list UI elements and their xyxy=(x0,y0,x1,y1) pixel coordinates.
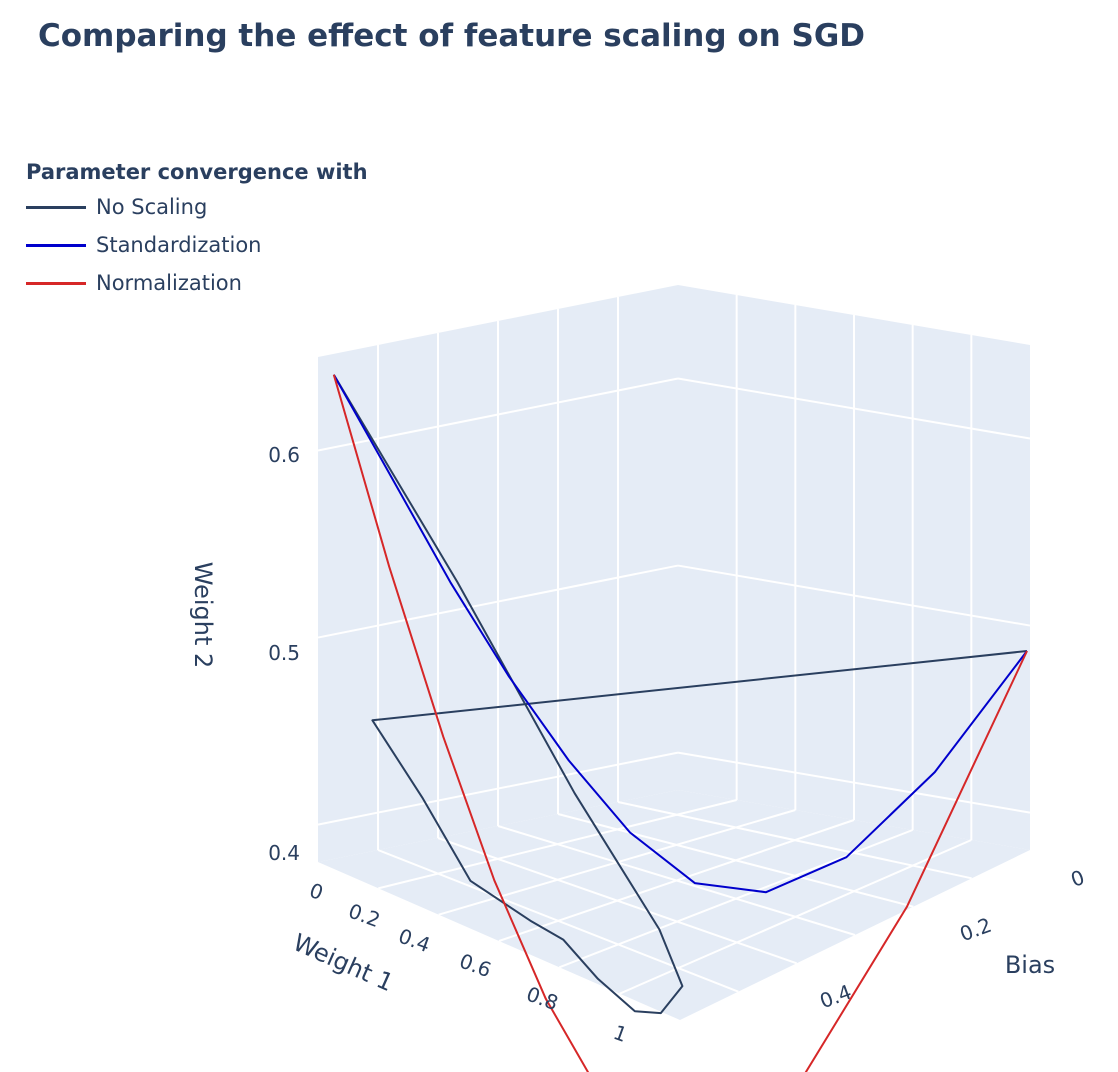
legend-item-no-scaling[interactable]: No Scaling xyxy=(26,188,368,226)
x-tick-label: 0.6 xyxy=(456,949,494,982)
legend-label-standardization: Standardization xyxy=(96,233,262,257)
tick-labels: 0.4 0.5 0.6 0 0.2 0.4 0.6 0.8 1 0 0.2 0.4 xyxy=(268,443,1088,1047)
x-tick-label: 0 xyxy=(306,878,326,905)
series-line-no-scaling[interactable] xyxy=(332,374,1028,1015)
floor xyxy=(318,790,1030,1020)
series-line-standardization[interactable] xyxy=(332,374,1028,894)
z-tick-label: 0.5 xyxy=(268,641,300,665)
gridlines xyxy=(317,295,1031,995)
series-line-normalization[interactable] xyxy=(332,374,1028,1072)
y-tick-label: 0.2 xyxy=(957,913,995,946)
gridline xyxy=(317,564,679,639)
x-tick-label: 0.2 xyxy=(345,899,383,932)
gridline xyxy=(677,751,1031,814)
legend-swatch-no-scaling xyxy=(26,205,86,209)
legend-title: Parameter convergence with xyxy=(26,160,368,184)
x-tick-label: 0.8 xyxy=(523,982,561,1015)
legend-item-standardization[interactable]: Standardization xyxy=(26,226,368,264)
legend-swatch-normalization xyxy=(26,281,86,285)
chart-title: Comparing the effect of feature scaling … xyxy=(38,18,865,54)
gridline xyxy=(619,839,972,995)
x-axis-title: Weight 1 xyxy=(289,928,398,997)
z-axis-title: Weight 2 xyxy=(189,562,217,669)
gridline xyxy=(317,377,679,452)
legend: Parameter convergence with No Scaling St… xyxy=(26,160,368,302)
legend-label-no-scaling: No Scaling xyxy=(96,195,208,219)
gridline xyxy=(317,751,679,826)
y-tick-label: 0.4 xyxy=(817,980,855,1013)
legend-swatch-standardization xyxy=(26,243,86,247)
y-tick-label: 0 xyxy=(1068,865,1088,892)
x-tick-label: 0.4 xyxy=(395,924,433,957)
gridline xyxy=(677,564,1031,627)
z-tick-label: 0.4 xyxy=(268,841,300,865)
z-tick-label: 0.6 xyxy=(268,443,300,467)
y-axis-title: Bias xyxy=(1005,951,1055,979)
x-tick-label: 1 xyxy=(610,1020,630,1047)
gridline xyxy=(677,377,1031,440)
plot-walls xyxy=(318,285,1030,1020)
traces xyxy=(332,374,1028,1072)
legend-item-normalization[interactable]: Normalization xyxy=(26,264,368,302)
legend-label-normalization: Normalization xyxy=(96,271,242,295)
